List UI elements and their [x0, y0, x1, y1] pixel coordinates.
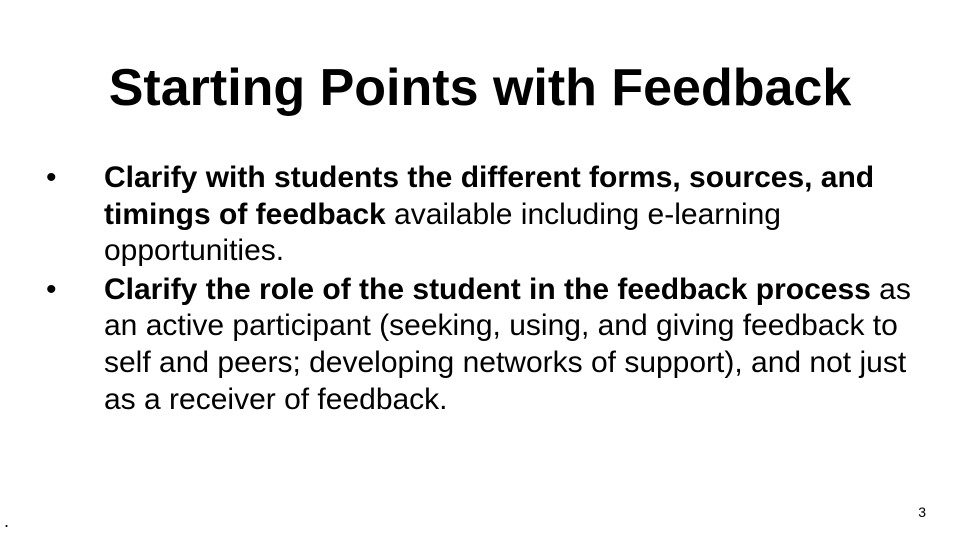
slide-body: • Clarify with students the different fo… — [40, 160, 930, 418]
bullet-item: • Clarify the role of the student in the… — [40, 272, 930, 418]
bullet-item: • Clarify with students the different fo… — [40, 160, 930, 270]
bullet-marker: • — [40, 272, 104, 309]
slide-title: Starting Points with Feedback — [0, 58, 960, 118]
slide: Starting Points with Feedback • Clarify … — [0, 0, 960, 540]
page-number: 3 — [918, 504, 926, 520]
bullet-bold-run: Clarify the role of the student in the f… — [104, 273, 871, 306]
bullet-marker: • — [40, 160, 104, 197]
bullet-text: Clarify the role of the student in the f… — [104, 272, 930, 418]
bullet-text: Clarify with students the different form… — [104, 160, 930, 270]
stray-dot: . — [4, 512, 9, 530]
